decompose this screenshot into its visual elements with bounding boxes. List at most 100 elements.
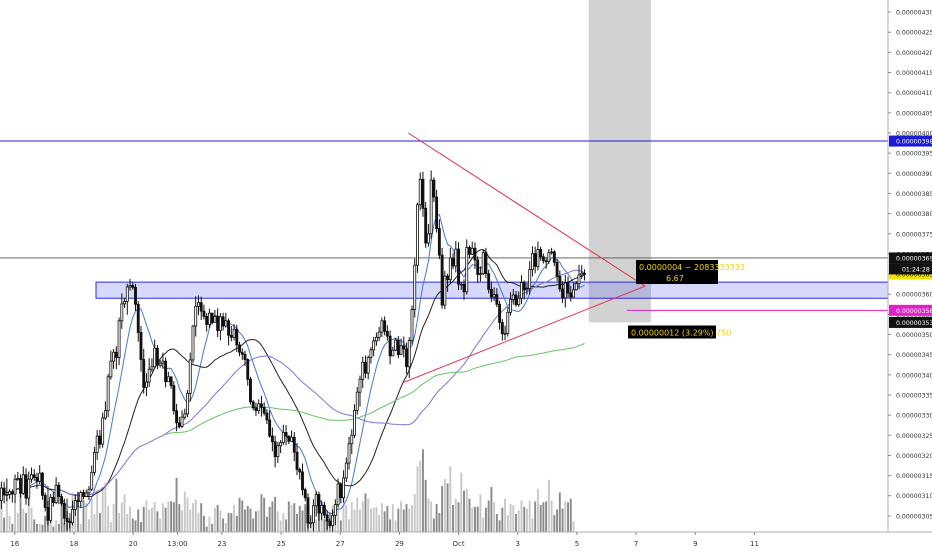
- volume-bar: [534, 501, 537, 532]
- candle-body: [498, 303, 502, 323]
- candle-body: [522, 282, 526, 291]
- volume-bar: [463, 490, 465, 532]
- price-tick-label: 0.00000320: [896, 453, 932, 460]
- candle-body: [492, 294, 496, 298]
- volume-bar: [402, 509, 405, 532]
- candle-body: [161, 360, 165, 364]
- volume-bar: [52, 526, 55, 532]
- candle-body: [259, 403, 263, 408]
- volume-bar: [287, 501, 290, 532]
- volume-bar: [515, 514, 517, 532]
- candle-body: [566, 282, 570, 294]
- volume-bar: [192, 503, 194, 532]
- candle-body: [40, 472, 44, 496]
- price-tick-label: 0.00000410: [896, 90, 932, 97]
- candle-body: [262, 407, 266, 414]
- candle-body: [320, 504, 324, 514]
- volume-bar: [457, 502, 460, 532]
- ma-long-line: [165, 343, 585, 436]
- price-tick-label: 0.00000380: [896, 211, 932, 218]
- candle-body: [558, 276, 562, 290]
- candle-body: [325, 514, 329, 522]
- candle-body: [366, 357, 370, 374]
- candle-body: [539, 249, 543, 258]
- volume-bar: [79, 523, 82, 532]
- candle-body: [5, 494, 9, 496]
- volume-bar: [123, 494, 126, 532]
- time-tick-label: 23: [217, 540, 226, 548]
- candle-body: [109, 360, 113, 378]
- candle-body: [98, 435, 102, 445]
- volume-bar: [553, 514, 556, 532]
- candle-body: [555, 261, 559, 277]
- volume-bar: [131, 518, 134, 532]
- candle-body: [437, 228, 441, 256]
- volume-bar: [353, 509, 356, 532]
- candle-body: [459, 283, 463, 286]
- candle-body: [90, 471, 94, 490]
- candle-body: [572, 289, 575, 298]
- volume-bar: [375, 506, 378, 532]
- price-tick-label: 0.00000420: [896, 50, 932, 57]
- candle-body: [574, 283, 578, 291]
- volume-bar: [82, 499, 85, 532]
- volume-bar: [63, 523, 66, 532]
- volume-bar: [167, 501, 170, 532]
- candle-body: [202, 310, 206, 317]
- volume-bar: [290, 505, 293, 532]
- candle-body: [333, 504, 337, 516]
- volume-bar: [482, 517, 485, 532]
- candle-body: [331, 515, 335, 526]
- volume-bar: [435, 504, 438, 532]
- candle-body: [62, 502, 66, 519]
- volume-bar: [129, 506, 131, 532]
- candle-body: [183, 413, 187, 418]
- candle-body: [440, 254, 444, 306]
- volume-bar: [216, 505, 219, 532]
- volume-bar: [60, 498, 63, 532]
- volume-bar: [11, 523, 14, 532]
- candle-body: [180, 416, 184, 427]
- volume-bar: [547, 479, 550, 532]
- candle-body: [413, 264, 417, 310]
- volume-bar: [27, 494, 30, 532]
- candle-body: [429, 179, 433, 235]
- volume-bar: [484, 507, 487, 532]
- candle-body: [188, 359, 192, 394]
- candle-body: [232, 328, 236, 338]
- candle-body: [462, 283, 466, 293]
- time-axis-bg: [0, 532, 932, 550]
- candle-body: [481, 252, 485, 275]
- volume-bar: [183, 491, 186, 532]
- time-tick-label: 29: [395, 540, 404, 548]
- volume-bar: [260, 494, 263, 532]
- candle-body: [273, 441, 277, 458]
- candle-body: [249, 378, 252, 403]
- candle-body: [372, 340, 376, 351]
- volume-bar: [427, 498, 430, 532]
- candle-body: [139, 332, 143, 360]
- volume-bar: [224, 523, 227, 532]
- volume-bar: [170, 501, 173, 532]
- candle-body: [284, 432, 288, 437]
- volume-bar: [244, 509, 246, 532]
- volume-bar: [14, 502, 17, 532]
- candle-body: [21, 474, 25, 494]
- volume-bar: [279, 520, 282, 532]
- volume-bar: [238, 497, 241, 532]
- candle-body: [457, 248, 460, 285]
- candle-body: [257, 403, 261, 412]
- candle-body: [229, 334, 233, 338]
- candle-body: [509, 299, 512, 313]
- volume-bar: [282, 513, 285, 532]
- candle-body: [224, 320, 228, 327]
- candle-body: [197, 302, 200, 307]
- volume-bar: [419, 460, 422, 532]
- candle-body: [216, 315, 220, 331]
- volume-bar: [520, 500, 523, 532]
- volume-bar: [213, 507, 216, 532]
- volume-bar: [339, 520, 342, 532]
- volume-bar: [22, 508, 25, 532]
- countdown-box: [889, 263, 932, 275]
